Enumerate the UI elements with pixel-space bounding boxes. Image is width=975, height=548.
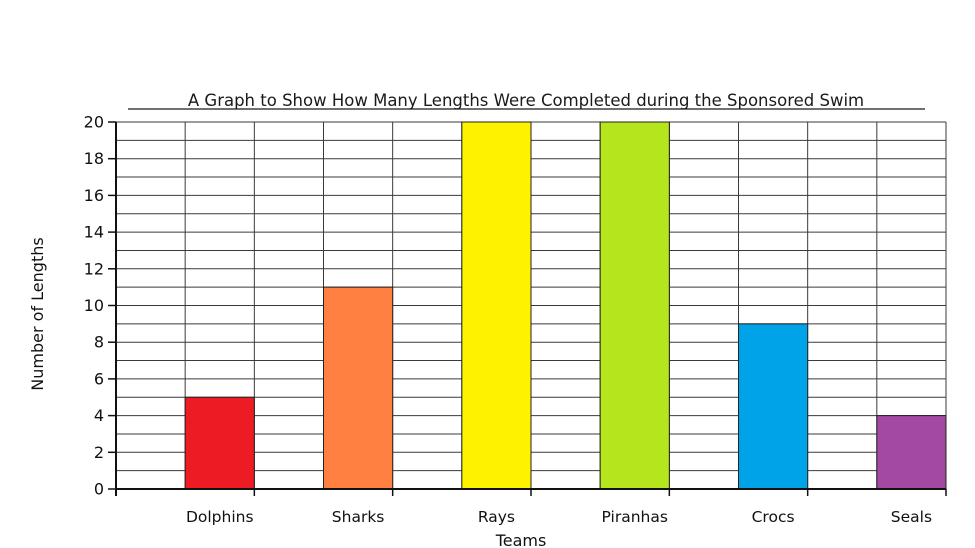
chart-bars: [184, 121, 947, 490]
bar-rays: [461, 121, 532, 490]
y-tick-label: 20: [84, 113, 104, 132]
y-tick-label: 0: [94, 480, 104, 499]
x-tick-label: Crocs: [752, 508, 795, 526]
y-tick-label: 4: [94, 406, 104, 425]
x-tick-label: Sharks: [332, 508, 385, 526]
x-tick-label: Dolphins: [186, 508, 254, 526]
bar-crocs: [738, 323, 809, 490]
bar-dolphins: [184, 396, 255, 490]
y-tick-label: 18: [84, 149, 104, 168]
y-tick-label: 14: [84, 223, 104, 242]
y-axis-label: Number of Lengths: [28, 237, 47, 390]
y-tick-label: 2: [94, 443, 104, 462]
y-axis-ticks: 0 2 4 6 8 10 12 14 16 18 20: [84, 113, 116, 499]
chart-axes: [115, 122, 947, 496]
y-tick-label: 10: [84, 296, 104, 315]
chart-title: A Graph to Show How Many Lengths Were Co…: [188, 91, 864, 110]
y-tick-label: 8: [94, 333, 104, 352]
bar-sharks: [323, 286, 394, 490]
x-tick-label: Piranhas: [602, 508, 668, 526]
bar-piranhas: [599, 121, 670, 490]
x-axis-label: Teams: [495, 531, 547, 548]
x-tick-label: Seals: [891, 508, 932, 526]
x-tick-label: Rays: [478, 508, 515, 526]
y-tick-label: 6: [94, 369, 104, 388]
y-tick-label: 16: [84, 186, 104, 205]
x-axis-ticks: Dolphins Sharks Rays Piranhas Crocs Seals: [186, 508, 932, 526]
y-tick-label: 12: [84, 259, 104, 278]
bar-seals: [876, 415, 947, 490]
